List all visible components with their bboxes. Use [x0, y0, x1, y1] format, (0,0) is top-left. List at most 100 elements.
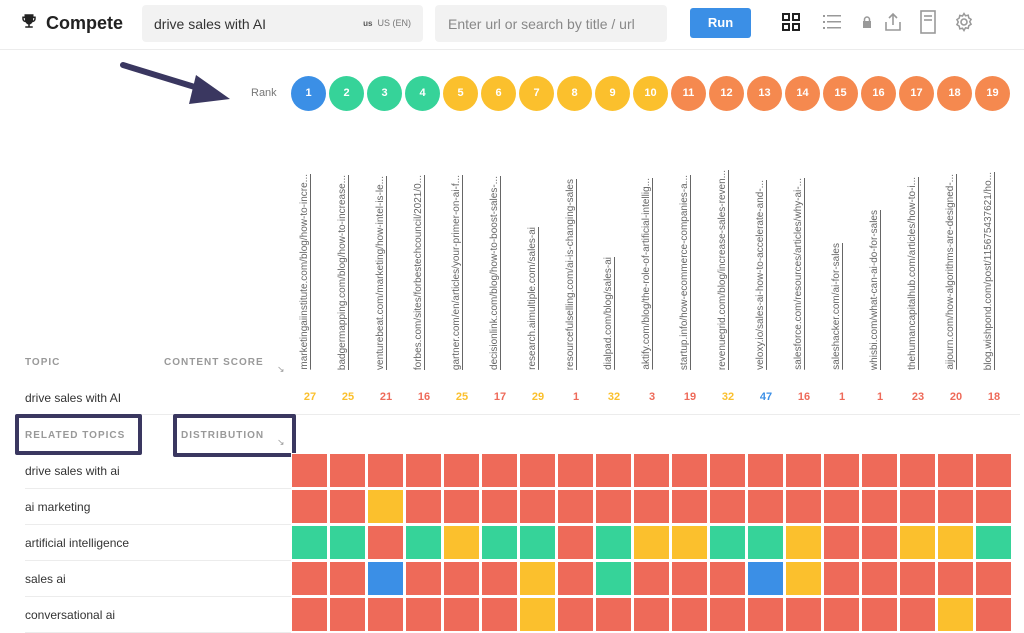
list-view-icon[interactable] [822, 12, 842, 32]
distribution-cell[interactable] [861, 453, 898, 488]
distribution-cell[interactable] [519, 525, 556, 560]
distribution-cell[interactable] [519, 453, 556, 488]
distribution-cell[interactable] [975, 597, 1012, 632]
distribution-cell[interactable] [633, 489, 670, 524]
distribution-cell[interactable] [557, 489, 594, 524]
distribution-cell[interactable] [481, 489, 518, 524]
distribution-cell[interactable] [823, 561, 860, 596]
rank-badge[interactable]: 15 [823, 76, 858, 111]
distribution-cell[interactable] [291, 453, 328, 488]
distribution-cell[interactable] [481, 561, 518, 596]
rank-badge[interactable]: 5 [443, 76, 478, 111]
distribution-cell[interactable] [709, 525, 746, 560]
distribution-cell[interactable] [785, 453, 822, 488]
distribution-cell[interactable] [367, 561, 404, 596]
distribution-cell[interactable] [633, 453, 670, 488]
distribution-cell[interactable] [291, 597, 328, 632]
distribution-cell[interactable] [367, 489, 404, 524]
keyword-input[interactable]: drive sales with AI us US (EN) [142, 5, 423, 42]
distribution-cell[interactable] [519, 597, 556, 632]
result-url-link[interactable]: badgermapping.com/blog/how-to-increase..… [337, 174, 348, 370]
rank-badge[interactable]: 18 [937, 76, 972, 111]
distribution-cell[interactable] [595, 525, 632, 560]
distribution-cell[interactable] [861, 489, 898, 524]
distribution-cell[interactable] [519, 561, 556, 596]
distribution-cell[interactable] [709, 597, 746, 632]
distribution-cell[interactable] [861, 597, 898, 632]
rank-badge[interactable]: 13 [747, 76, 782, 111]
distribution-cell[interactable] [443, 525, 480, 560]
distribution-cell[interactable] [671, 489, 708, 524]
rank-badge[interactable]: 6 [481, 76, 516, 111]
distribution-cell[interactable] [709, 489, 746, 524]
result-url-link[interactable]: dialpad.com/blog/sales-ai [603, 257, 614, 370]
sort-icon[interactable]: ↘ [277, 364, 285, 374]
distribution-cell[interactable] [785, 525, 822, 560]
distribution-cell[interactable] [937, 453, 974, 488]
result-url-link[interactable]: decisionlink.com/blog/how-to-boost-sales… [489, 176, 500, 370]
distribution-cell[interactable] [785, 597, 822, 632]
distribution-cell[interactable] [557, 525, 594, 560]
distribution-cell[interactable] [633, 525, 670, 560]
distribution-cell[interactable] [291, 561, 328, 596]
distribution-cell[interactable] [595, 489, 632, 524]
distribution-cell[interactable] [823, 453, 860, 488]
distribution-cell[interactable] [975, 489, 1012, 524]
result-url-link[interactable]: forbes.com/sites/forbestechcouncil/2021/… [413, 174, 424, 370]
distribution-cell[interactable] [823, 597, 860, 632]
distribution-cell[interactable] [405, 561, 442, 596]
rank-badge[interactable]: 4 [405, 76, 440, 111]
distribution-cell[interactable] [747, 597, 784, 632]
distribution-cell[interactable] [747, 525, 784, 560]
rank-badge[interactable]: 11 [671, 76, 706, 111]
distribution-cell[interactable] [671, 525, 708, 560]
distribution-cell[interactable] [747, 561, 784, 596]
rank-badge[interactable]: 10 [633, 76, 668, 111]
distribution-cell[interactable] [595, 453, 632, 488]
distribution-cell[interactable] [481, 597, 518, 632]
distribution-cell[interactable] [519, 489, 556, 524]
locale-selector[interactable]: us US (EN) [363, 18, 411, 28]
distribution-cell[interactable] [557, 453, 594, 488]
rank-badge[interactable]: 17 [899, 76, 934, 111]
distribution-cell[interactable] [405, 489, 442, 524]
distribution-cell[interactable] [709, 561, 746, 596]
result-url-link[interactable]: blog.wishpond.com/post/115675437621/ho..… [983, 171, 994, 370]
distribution-cell[interactable] [823, 489, 860, 524]
result-url-link[interactable]: aktify.com/blog/the-role-of-artificial-i… [641, 178, 652, 370]
distribution-cell[interactable] [595, 597, 632, 632]
distribution-cell[interactable] [329, 489, 366, 524]
result-url-link[interactable]: startup.info/how-ecommerce-companies-a..… [679, 174, 690, 370]
rank-badge[interactable]: 1 [291, 76, 326, 111]
distribution-cell[interactable] [785, 489, 822, 524]
result-url-link[interactable]: veloxy.io/sales-ai-how-to-accelerate-and… [755, 180, 766, 370]
rank-badge[interactable]: 12 [709, 76, 744, 111]
distribution-cell[interactable] [747, 453, 784, 488]
distribution-cell[interactable] [557, 597, 594, 632]
distribution-cell[interactable] [671, 597, 708, 632]
rank-badge[interactable]: 8 [557, 76, 592, 111]
distribution-cell[interactable] [481, 525, 518, 560]
result-url-link[interactable]: thehumancapitalhub.com/articles/how-to-i… [907, 177, 918, 370]
distribution-cell[interactable] [481, 453, 518, 488]
distribution-header[interactable]: DISTRIBUTION [181, 430, 265, 441]
distribution-cell[interactable] [443, 453, 480, 488]
url-search-input[interactable]: Enter url or search by title / url [435, 5, 667, 42]
grid-view-icon[interactable] [781, 12, 801, 32]
result-url-link[interactable]: resourcefulselling.com/ai-is-changing-sa… [565, 178, 576, 370]
distribution-cell[interactable] [291, 489, 328, 524]
document-icon[interactable] [920, 10, 936, 34]
distribution-cell[interactable] [443, 597, 480, 632]
result-url-link[interactable]: whisbi.com/what-can-ai-do-for-sales [869, 209, 880, 370]
distribution-cell[interactable] [709, 453, 746, 488]
rank-badge[interactable]: 16 [861, 76, 896, 111]
distribution-cell[interactable] [899, 525, 936, 560]
distribution-cell[interactable] [329, 597, 366, 632]
distribution-cell[interactable] [367, 453, 404, 488]
distribution-cell[interactable] [329, 453, 366, 488]
sort-icon[interactable]: ↘ [277, 437, 285, 447]
result-url-link[interactable]: gartner.com/en/articles/your-primer-on-a… [451, 174, 462, 370]
run-button[interactable]: Run [690, 8, 751, 38]
settings-icon[interactable] [954, 12, 974, 32]
distribution-cell[interactable] [367, 525, 404, 560]
